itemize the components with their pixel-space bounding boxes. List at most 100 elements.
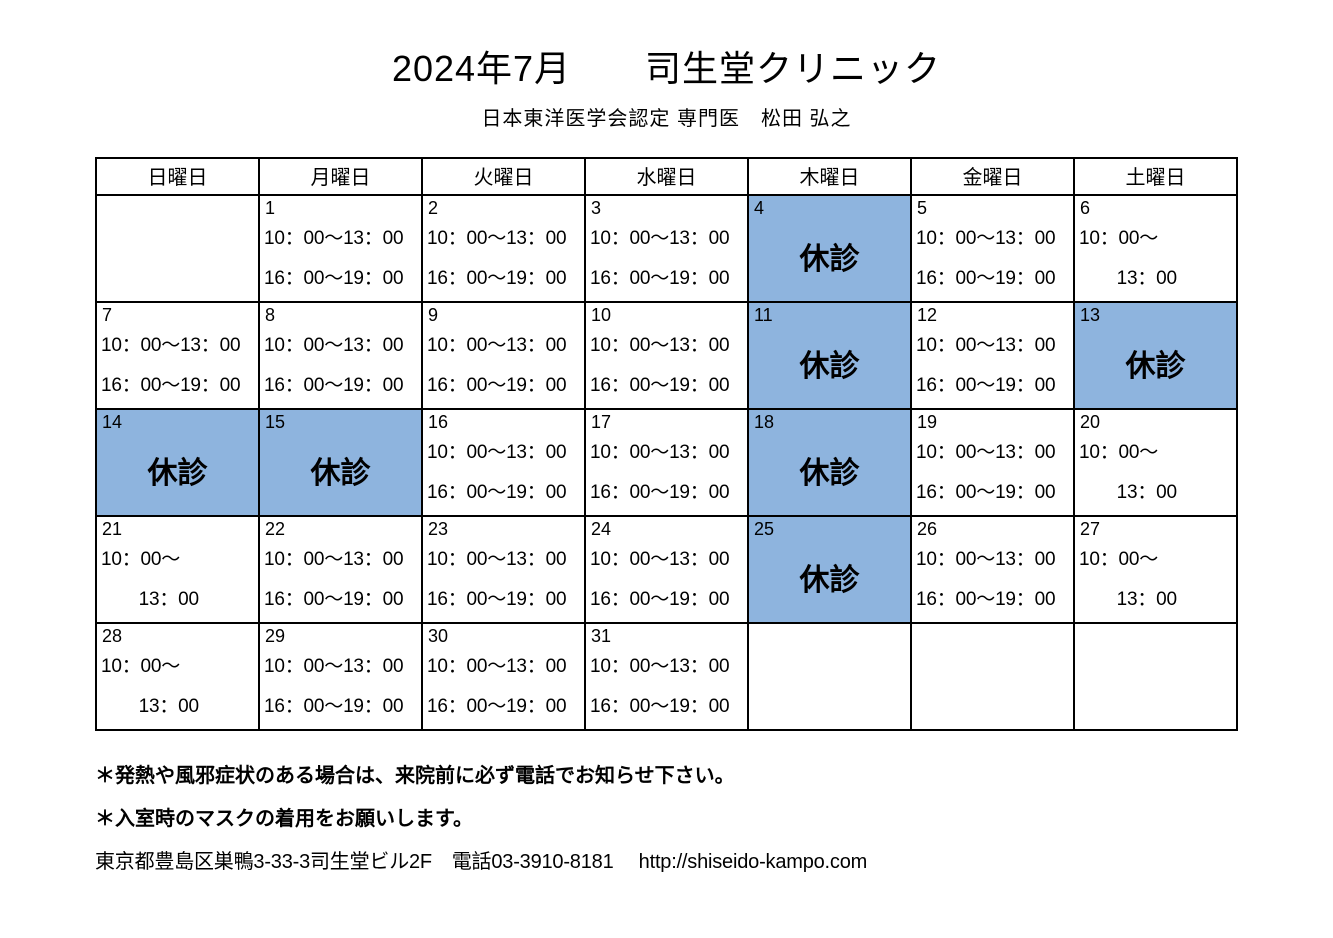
day-number: 8 (264, 304, 417, 326)
day-number: 16 (427, 411, 580, 433)
page-subtitle: 日本東洋医学会認定 専門医 松田 弘之 (95, 102, 1238, 131)
calendar-body: 110：00～13：0016：00～19：00210：00～13：0016：00… (96, 195, 1237, 730)
day-number: 23 (427, 518, 580, 540)
hours-line: 16：00～19：00 (590, 479, 743, 507)
calendar-day-cell: 810：00～13：0016：00～19：00 (259, 302, 422, 409)
hours-line: 16：00～19：00 (427, 265, 580, 293)
day-number: 6 (1079, 197, 1232, 219)
note-line: ＊発熱や風邪症状のある場合は、来院前に必ず電話でお知らせ下さい。 (95, 759, 1238, 788)
day-header: 木曜日 (748, 158, 911, 195)
calendar-day-cell (911, 623, 1074, 730)
hours-line: 10：00～ (1079, 546, 1232, 574)
day-number: 22 (264, 518, 417, 540)
hours-line: 10：00～13：00 (264, 332, 417, 360)
day-number: 11 (753, 304, 906, 326)
hours-line: 10：00～13：00 (916, 332, 1069, 360)
hours-line: 10：00～ (1079, 439, 1232, 467)
day-header: 金曜日 (911, 158, 1074, 195)
day-number: 4 (753, 197, 906, 219)
calendar-week-row: 710：00～13：0016：00～19：00810：00～13：0016：00… (96, 302, 1237, 409)
hours-line: 10：00～ (1079, 225, 1232, 253)
day-number: 2 (427, 197, 580, 219)
notes-block: ＊発熱や風邪症状のある場合は、来院前に必ず電話でお知らせ下さい。 ＊入室時のマス… (95, 759, 1238, 874)
hours-line: 10：00～13：00 (264, 653, 417, 681)
calendar-week-row: 14休診15休診1610：00～13：0016：00～19：001710：00～… (96, 409, 1237, 516)
day-number: 30 (427, 625, 580, 647)
hours-line: 16：00～19：00 (916, 479, 1069, 507)
day-number: 17 (590, 411, 743, 433)
closed-label: 休診 (1079, 326, 1232, 406)
day-number: 18 (753, 411, 906, 433)
closed-label: 休診 (101, 433, 254, 513)
closed-label: 休診 (264, 433, 417, 513)
calendar-day-cell (96, 195, 259, 302)
hours-line: 10：00～13：00 (427, 653, 580, 681)
day-number: 5 (916, 197, 1069, 219)
day-header: 月曜日 (259, 158, 422, 195)
day-header: 火曜日 (422, 158, 585, 195)
hours-line: 13：00 (1079, 479, 1232, 507)
day-number: 25 (753, 518, 906, 540)
hours-line: 13：00 (1079, 265, 1232, 293)
hours-line: 10：00～13：00 (916, 439, 1069, 467)
calendar-day-cell: 25休診 (748, 516, 911, 623)
calendar-day-cell: 15休診 (259, 409, 422, 516)
calendar-day-cell: 14休診 (96, 409, 259, 516)
calendar-day-cell: 310：00～13：0016：00～19：00 (585, 195, 748, 302)
hours-line: 16：00～19：00 (264, 265, 417, 293)
day-number: 19 (916, 411, 1069, 433)
day-number: 3 (590, 197, 743, 219)
hours-line: 10：00～13：00 (590, 439, 743, 467)
calendar-day-cell: 2110：00～ 13：00 (96, 516, 259, 623)
day-number: 24 (590, 518, 743, 540)
day-number: 1 (264, 197, 417, 219)
hours-line: 10：00～13：00 (101, 332, 254, 360)
calendar-day-cell: 11休診 (748, 302, 911, 409)
day-header: 水曜日 (585, 158, 748, 195)
hours-line: 10：00～13：00 (916, 546, 1069, 574)
page-title: 2024年7月 司生堂クリニック (95, 40, 1238, 92)
hours-line: 13：00 (1079, 586, 1232, 614)
day-number: 29 (264, 625, 417, 647)
address-line: 東京都豊島区巣鴨3-33-3司生堂ビル2F 電話03-3910-8181 htt… (95, 845, 1238, 874)
calendar-day-cell: 1210：00～13：0016：00～19：00 (911, 302, 1074, 409)
page: 2024年7月 司生堂クリニック 日本東洋医学会認定 専門医 松田 弘之 日曜日… (0, 0, 1333, 934)
calendar-day-cell: 1610：00～13：0016：00～19：00 (422, 409, 585, 516)
hours-line: 10：00～13：00 (427, 546, 580, 574)
hours-line: 10：00～13：00 (590, 546, 743, 574)
closed-label: 休診 (753, 433, 906, 513)
hours-line: 16：00～19：00 (916, 586, 1069, 614)
hours-line: 16：00～19：00 (427, 586, 580, 614)
calendar-day-cell: 1010：00～13：0016：00～19：00 (585, 302, 748, 409)
day-number: 20 (1079, 411, 1232, 433)
calendar-day-cell: 3010：00～13：0016：00～19：00 (422, 623, 585, 730)
hours-line: 16：00～19：00 (264, 693, 417, 721)
note-line: ＊入室時のマスクの着用をお願いします。 (95, 802, 1238, 831)
calendar-day-cell: 18休診 (748, 409, 911, 516)
hours-line: 16：00～19：00 (590, 586, 743, 614)
day-number: 27 (1079, 518, 1232, 540)
calendar-day-cell: 17 10：00～13：00 16：00～19：00 (585, 409, 748, 516)
calendar-day-cell: 24 10：00～13：00 16：00～19：00 (585, 516, 748, 623)
hours-line: 10：00～13：00 (590, 332, 743, 360)
hours-line: 16：00～19：00 (916, 265, 1069, 293)
calendar-header-row: 日曜日月曜日火曜日水曜日木曜日金曜日土曜日 (96, 158, 1237, 195)
hours-line: 10：00～ (101, 546, 254, 574)
day-number: 28 (101, 625, 254, 647)
hours-line: 10：00～13：00 (264, 546, 417, 574)
calendar-day-cell: 23 10：00～13：00 16：00～19：00 (422, 516, 585, 623)
calendar-table: 日曜日月曜日火曜日水曜日木曜日金曜日土曜日 110：00～13：0016：00～… (95, 157, 1238, 731)
calendar-day-cell: 2810：00～ 13：00 (96, 623, 259, 730)
calendar-day-cell: 29 10：00～13：00 16：00～19：00 (259, 623, 422, 730)
day-number: 9 (427, 304, 580, 326)
day-number: 21 (101, 518, 254, 540)
hours-line: 16：00～19：00 (427, 479, 580, 507)
hours-line: 10：00～13：00 (427, 332, 580, 360)
hours-line: 16：00～19：00 (101, 372, 254, 400)
day-number: 10 (590, 304, 743, 326)
closed-label: 休診 (753, 540, 906, 620)
calendar-day-cell: 3110：00～13：0016：00～19：00 (585, 623, 748, 730)
hours-line: 10：00～13：00 (264, 225, 417, 253)
day-number: 14 (101, 411, 254, 433)
hours-line: 10：00～13：00 (590, 225, 743, 253)
